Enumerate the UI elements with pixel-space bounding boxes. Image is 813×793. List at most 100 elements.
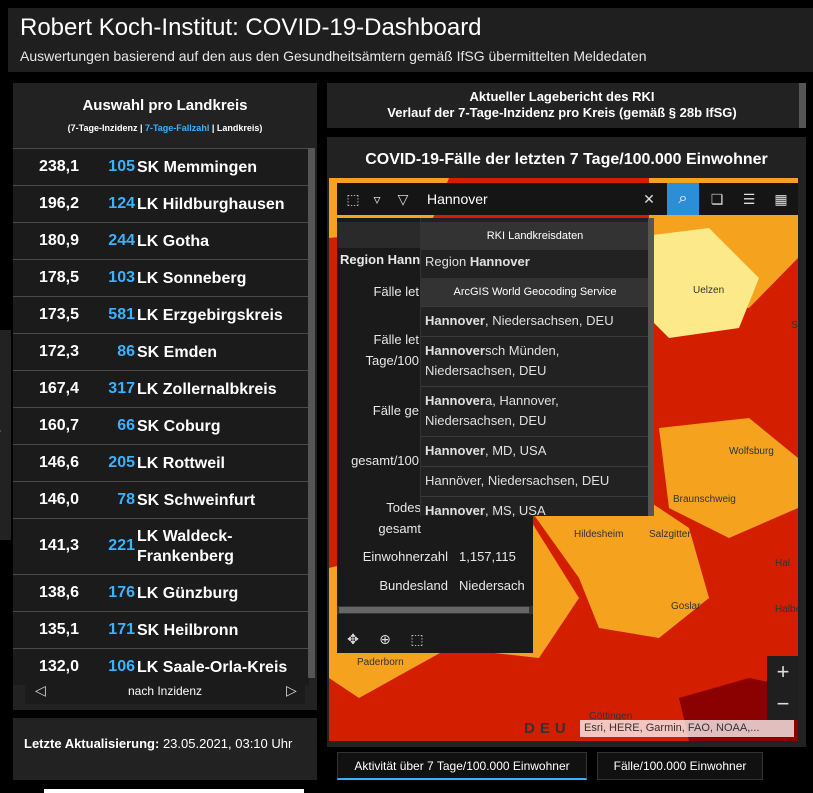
map-toolbar: ⬚ ▿ ▽ ✕ ⌕ ❏ ☰ ▦ (337, 183, 798, 215)
zoom-in-button[interactable]: + (776, 659, 790, 684)
popup-footer: ✥ ⊕ ⬚ (337, 623, 533, 653)
place-label: Salzgitter (649, 529, 691, 540)
clear-icon[interactable]: ✕ (643, 191, 655, 207)
case-count: 103 (108, 268, 135, 286)
search-source-chevron-icon[interactable]: ▽ (397, 191, 409, 207)
suggestion-group-header: RKI Landkreisdaten (421, 222, 649, 250)
landkreis-row[interactable]: 238,1 105 SK Memmingen (13, 148, 309, 185)
incidence-value: 160,7 (38, 416, 79, 434)
landkreis-name: LK Waldeck-Frankenberg (137, 528, 234, 565)
dropdown-chevron-icon[interactable]: ▿ (373, 191, 381, 207)
landkreis-row[interactable]: 132,0 106 LK Saale-Orla-Kreis (13, 648, 309, 685)
landkreis-row[interactable]: 141,3 221 LK Waldeck-Frankenberg (13, 518, 309, 574)
subtitle-highlight: 7-Tage-Fallzahl (144, 123, 210, 133)
landkreis-name: LK Rottweil (137, 454, 225, 472)
basemap-gallery-icon[interactable]: ▦ (774, 191, 788, 207)
suggestion-text[interactable]: , Niedersachsen, DEU (484, 313, 614, 328)
suggestion-text[interactable]: Region (425, 254, 470, 269)
incidence-value: 146,0 (38, 490, 79, 508)
zoom-controls: + − (767, 656, 799, 720)
search-input[interactable] (427, 189, 637, 209)
popup-label: Fälle let (373, 284, 419, 299)
suggestion-text[interactable]: Hannöver, Niedersachsen, DEU (425, 473, 610, 488)
landkreis-row[interactable]: 160,7 66 SK Coburg (13, 407, 309, 444)
region-orange-south (529, 488, 709, 638)
region-uelzen (629, 228, 759, 338)
bookmark-icon[interactable]: ❏ (710, 191, 724, 207)
lagebericht-subtitle[interactable]: Verlauf der 7-Tage-Inzidenz pro Kreis (g… (387, 105, 737, 120)
lagebericht-scrollbar[interactable] (799, 83, 806, 128)
search-button[interactable]: ⌕ (667, 183, 699, 215)
case-count: 105 (108, 157, 135, 175)
landkreis-row[interactable]: 135,1 171 SK Heilbronn (13, 611, 309, 648)
landkreis-name: SK Emden (137, 343, 218, 361)
place-label: Braunschweig (673, 494, 736, 505)
suggestion-match[interactable]: Hannover (425, 313, 485, 328)
landkreis-name: SK Memmingen (137, 158, 258, 176)
search-icon[interactable]: ⌕ (678, 190, 688, 207)
update-label: Letzte Aktualisierung: (24, 736, 160, 751)
map-attribution[interactable]: Esri, HERE, Garmin, FAO, NOAA,... (580, 720, 794, 737)
suggestion-match[interactable]: Hannover (425, 443, 485, 458)
suggestion-match[interactable]: Hannover (425, 393, 485, 408)
case-count: 66 (117, 416, 135, 434)
popup-label: gesamt/100 (351, 453, 419, 468)
suggestion-match[interactable]: Hannover (425, 503, 485, 518)
pan-icon[interactable]: ✥ (347, 631, 359, 647)
landkreis-row[interactable]: 138,6 176 LK Günzburg (13, 574, 309, 611)
subtitle-part: | Landkreis) (209, 123, 263, 133)
suggestion-item[interactable]: Region Hannover (421, 252, 649, 272)
popup-scrollbar[interactable] (337, 606, 533, 614)
incidence-value: 146,6 (38, 453, 79, 471)
suggestion-match[interactable]: Hannover (469, 254, 530, 269)
landkreis-name: LK Saale-Orla-Kreis (137, 658, 288, 676)
suggestion-item[interactable]: Hannover, MS, USA (421, 496, 649, 518)
legend-list-icon[interactable]: ☰ (742, 191, 756, 207)
select-tool-icon[interactable]: ⬚ (346, 191, 360, 207)
place-label: Sa (791, 320, 798, 331)
landkreis-row[interactable]: 167,4 317 LK Zollernalbkreis (13, 370, 309, 407)
landkreis-row[interactable]: 172,3 86 SK Emden (13, 333, 309, 370)
lagebericht-title[interactable]: Aktueller Lagebericht des RKI (469, 89, 655, 104)
landkreis-panel-title: Auswahl pro Landkreis (82, 97, 248, 114)
suggestion-text[interactable]: sch Münden, Niedersachsen, DEU (425, 343, 560, 378)
region-orange-east (659, 418, 798, 538)
zoom-to-icon[interactable]: ⊕ (379, 631, 391, 647)
landkreis-name: LK Sonneberg (137, 269, 247, 287)
landkreis-row[interactable]: 146,6 205 LK Rottweil (13, 444, 309, 481)
next-icon[interactable]: ▷ (286, 682, 297, 698)
case-count: 581 (108, 305, 135, 323)
incidence-value: 196,2 (38, 194, 79, 212)
landkreis-row[interactable]: 146,0 78 SK Schweinfurt (13, 481, 309, 518)
landkreis-row[interactable]: 178,5 103 LK Sonneberg (13, 259, 309, 296)
chevron-right-icon[interactable]: › (0, 422, 1, 440)
landkreis-row[interactable]: 196,2 124 LK Hildburghausen (13, 185, 309, 222)
suggestion-item[interactable]: Hannover, Niedersachsen, DEU (421, 306, 649, 336)
incidence-value: 173,5 (38, 305, 79, 323)
landkreis-row[interactable]: 173,5 581 LK Erzgebirgskreis (13, 296, 309, 333)
place-label: Göttingen (589, 711, 633, 722)
lagebericht-panel[interactable]: Aktueller Lagebericht des RKI Verlauf de… (327, 83, 806, 128)
zoom-out-button[interactable]: − (776, 691, 790, 716)
landkreis-list-scrollbar[interactable] (308, 148, 315, 678)
landkreis-row[interactable]: 180,9 244 LK Gotha (13, 222, 309, 259)
suggestion-text[interactable]: a, Hannover, Niedersachsen, DEU (425, 393, 559, 428)
popup-label: Bundesland (379, 578, 448, 593)
suggestions-scrollbar[interactable] (648, 218, 654, 516)
suggestion-text[interactable]: , MS, USA (484, 503, 546, 518)
popup-label: gesamt (378, 521, 421, 536)
select-icon[interactable]: ⬚ (410, 631, 424, 647)
suggestion-text[interactable]: , MD, USA (484, 443, 547, 458)
tab-aktivitaet[interactable]: Aktivität über 7 Tage/100.000 Einwohner (337, 752, 587, 780)
search-box[interactable]: ✕ (417, 183, 667, 215)
suggestion-match[interactable]: Hannover (425, 343, 485, 358)
case-count: 244 (108, 231, 135, 249)
scroll-thumb[interactable] (339, 607, 529, 613)
prev-icon[interactable]: ◁ (35, 682, 46, 698)
incidence-value: 138,6 (38, 583, 79, 601)
suggestion-item[interactable]: Hannover, MD, USA (421, 436, 649, 466)
suggestion-item[interactable]: Hannovera, Hannover, Niedersachsen, DEU (421, 386, 649, 436)
suggestion-item[interactable]: Hannoversch Münden, Niedersachsen, DEU (421, 336, 649, 386)
tab-faelle[interactable]: Fälle/100.000 Einwohner (597, 752, 763, 780)
suggestion-item[interactable]: Hannöver, Niedersachsen, DEU (421, 466, 649, 496)
